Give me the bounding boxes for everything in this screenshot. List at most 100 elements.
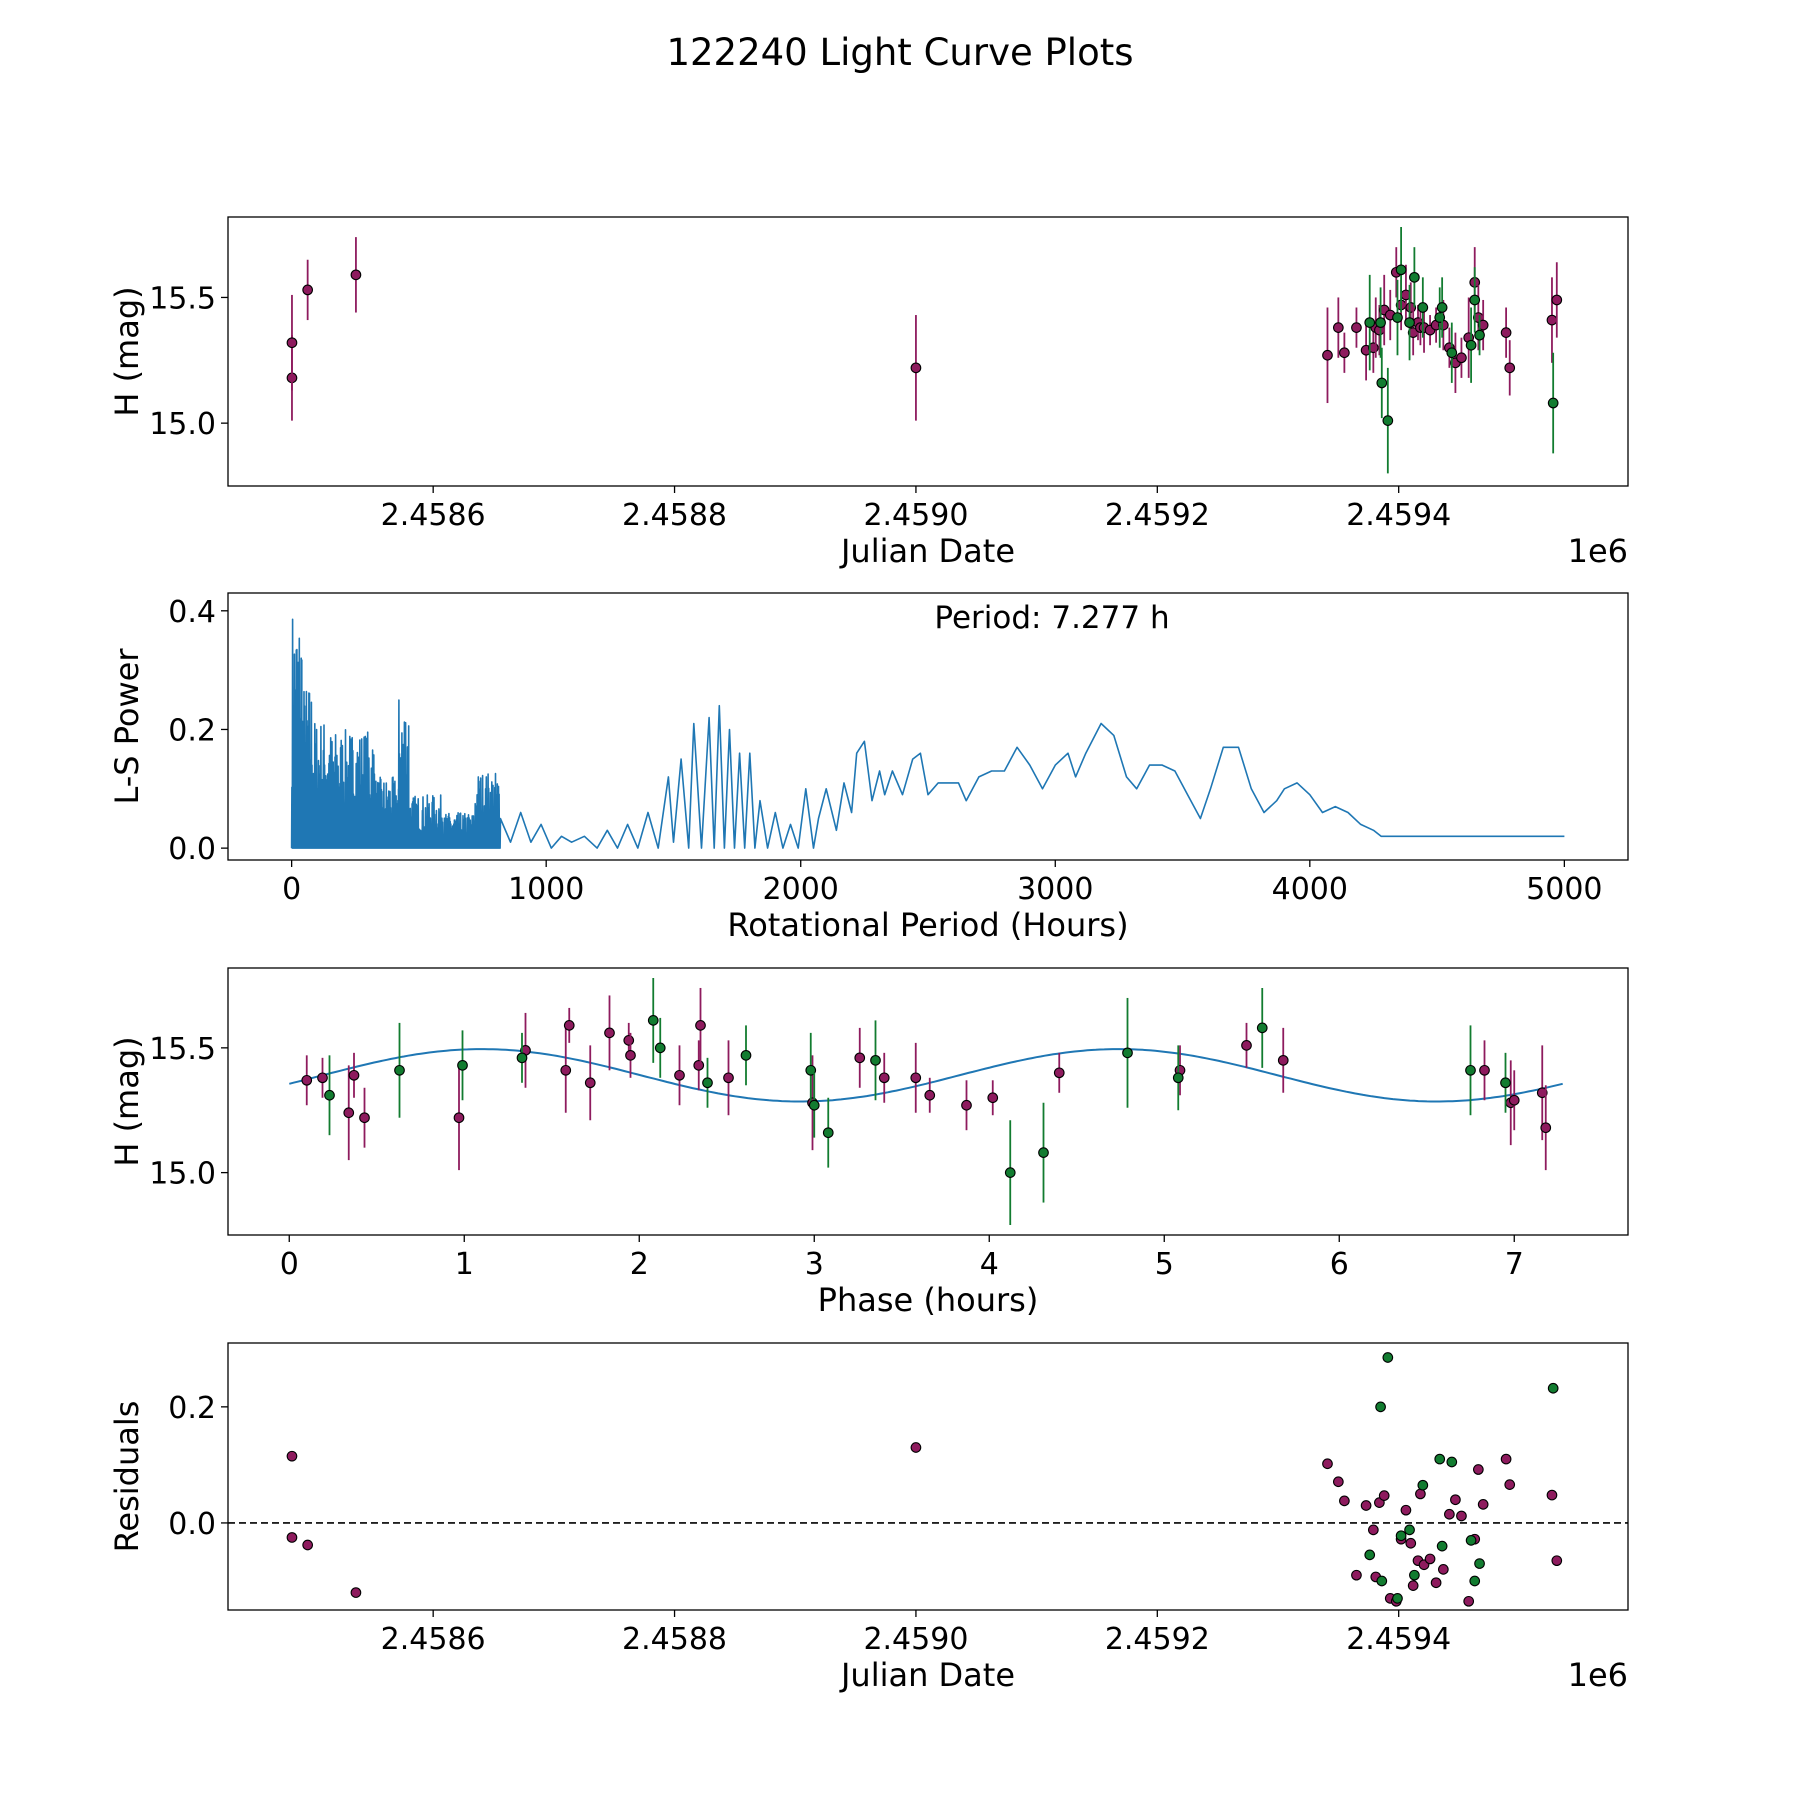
data-point xyxy=(1256,1022,1268,1034)
data-point xyxy=(1540,1122,1552,1134)
x-tick-label: 0 xyxy=(282,872,301,907)
data-point xyxy=(878,1072,890,1084)
x-tick-label: 0 xyxy=(280,1247,299,1282)
data-point xyxy=(1463,1595,1475,1607)
data-point xyxy=(1430,1577,1442,1589)
axes-frame xyxy=(227,592,1629,861)
y-tick-label: 15.5 xyxy=(149,1032,216,1067)
data-point xyxy=(457,1059,468,1071)
x-tick-label: 2.4594 xyxy=(1346,1622,1451,1657)
data-point xyxy=(1241,1040,1252,1051)
data-point xyxy=(1469,1575,1481,1587)
data-point xyxy=(1395,1530,1407,1542)
lightcurve-panel: 2.4586 2.4588 2.4590 2.4592 2.4594 15.0 15.5 Ju… xyxy=(108,216,1629,570)
data-point xyxy=(1546,1489,1558,1501)
phase-folded-panel: 0 1 2 3 4 5 6 7 15.0 15.5 Phase (hours) H (mag) xyxy=(108,967,1629,1319)
y-tick-label: 0.0 xyxy=(168,1507,216,1542)
data-point xyxy=(1474,329,1485,341)
data-point xyxy=(910,1072,922,1084)
data-point xyxy=(1395,264,1407,276)
data-point xyxy=(1465,339,1477,351)
data-point xyxy=(910,362,922,374)
data-point xyxy=(1417,1479,1429,1491)
data-point xyxy=(604,1027,615,1039)
x-tick-label: 5000 xyxy=(1526,872,1602,907)
data-point xyxy=(1424,1553,1436,1565)
data-point xyxy=(1382,1352,1394,1363)
x-tick-label: 1 xyxy=(455,1247,474,1282)
data-point xyxy=(348,1069,360,1081)
x-tick-label: 2.4592 xyxy=(1105,498,1210,533)
data-point xyxy=(1322,1458,1333,1470)
y-axis-label: L-S Power xyxy=(108,648,146,805)
x-tick-label: 4000 xyxy=(1272,872,1348,907)
data-point xyxy=(1038,1147,1049,1159)
x-tick-label: 4 xyxy=(980,1247,999,1282)
y-tick-label: 0.2 xyxy=(168,1391,216,1426)
x-tick-label: 2.4592 xyxy=(1105,1622,1210,1657)
x-tick-label: 2.4594 xyxy=(1346,498,1451,533)
data-point xyxy=(723,1072,734,1084)
data-point xyxy=(961,1099,972,1111)
periodogram-panel: 0 1000 2000 3000 4000 5000 0.0 0.2 0.4 Rotational… xyxy=(108,592,1629,944)
data-point xyxy=(1472,1464,1484,1475)
data-point xyxy=(1508,1094,1520,1106)
data-point xyxy=(359,1112,370,1124)
data-point xyxy=(1378,1490,1390,1502)
data-point xyxy=(1382,415,1394,426)
data-point xyxy=(1351,322,1362,333)
data-point xyxy=(1375,317,1386,328)
data-point xyxy=(394,1064,405,1076)
data-point xyxy=(1360,1500,1372,1511)
data-point xyxy=(1446,347,1458,359)
data-point xyxy=(1367,1524,1379,1536)
data-point xyxy=(302,1539,314,1551)
data-point xyxy=(1407,1580,1419,1591)
data-point xyxy=(623,1035,635,1046)
data-point xyxy=(1436,302,1448,313)
y-tick-label: 15.0 xyxy=(149,1157,216,1192)
y-axis-label: Residuals xyxy=(108,1401,146,1553)
data-point xyxy=(516,1052,528,1064)
data-point xyxy=(1477,1499,1489,1510)
data-point xyxy=(822,1127,834,1139)
data-point xyxy=(910,1442,922,1453)
y-tick-label: 15.0 xyxy=(149,407,216,442)
axes-frame xyxy=(227,216,1629,487)
data-point xyxy=(1536,1087,1548,1099)
data-point xyxy=(1504,362,1516,374)
data-point xyxy=(1392,312,1403,323)
data-point xyxy=(324,1089,335,1101)
x-offset-label: 1e6 xyxy=(1568,532,1628,570)
data-point xyxy=(987,1092,999,1104)
data-point xyxy=(1437,1564,1449,1575)
data-point xyxy=(1405,302,1417,313)
data-point xyxy=(654,1042,666,1054)
data-point xyxy=(1446,1456,1458,1468)
data-point xyxy=(1400,1504,1412,1516)
data-point xyxy=(1479,1064,1490,1076)
x-axis-label: Rotational Period (Hours) xyxy=(727,906,1128,944)
data-point xyxy=(1465,1064,1476,1076)
axes-frame xyxy=(227,1342,1629,1611)
x-tick-label: 5 xyxy=(1155,1247,1174,1282)
y-tick-label: 0.2 xyxy=(168,713,216,748)
data-point xyxy=(1434,312,1446,323)
data-point xyxy=(1551,1555,1563,1567)
data-point xyxy=(625,1049,636,1061)
data-point xyxy=(1364,1549,1376,1561)
data-point xyxy=(1364,317,1376,328)
data-point xyxy=(1547,1382,1559,1394)
data-point xyxy=(1547,397,1559,409)
x-tick-label: 2.4588 xyxy=(622,498,727,533)
x-axis-label: Julian Date xyxy=(839,532,1015,570)
x-tick-label: 6 xyxy=(1330,1247,1349,1282)
data-point xyxy=(560,1064,572,1076)
data-point xyxy=(695,1020,706,1031)
data-point xyxy=(302,284,314,296)
data-point xyxy=(693,1059,705,1071)
axes-frame xyxy=(227,967,1629,1236)
data-point xyxy=(1004,1167,1016,1178)
data-point xyxy=(1500,1453,1512,1465)
